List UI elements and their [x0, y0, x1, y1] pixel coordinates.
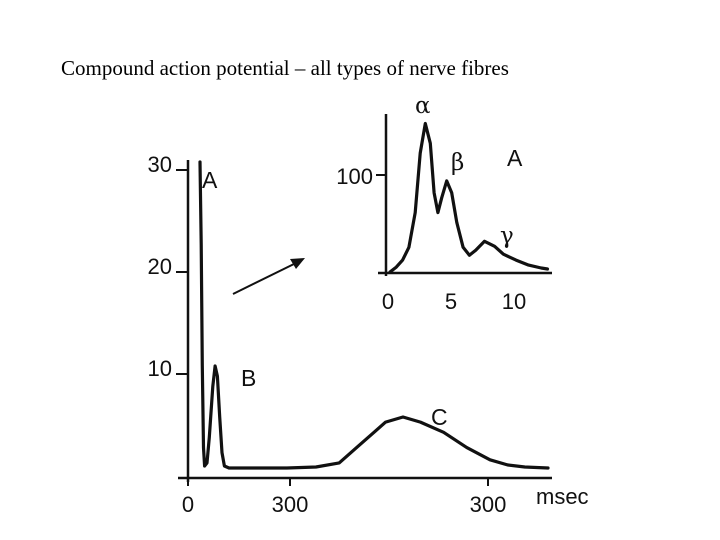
zoom-arrow-shaft: [232, 262, 297, 295]
inset-x-tick-label: 0: [382, 289, 394, 314]
peak-label-A: A: [202, 167, 218, 193]
inset-x-tick-label: 10: [502, 289, 526, 314]
main-chart: 10 20 30 0 300 300 msec A B C: [148, 152, 589, 517]
inset-x-tick-label: 5: [445, 289, 457, 314]
inset-corner-label: A: [507, 145, 523, 171]
main-x-tick-label: 0: [182, 492, 194, 517]
inset-y-tick-label: 100: [336, 164, 373, 189]
peak-label-gamma: γ: [500, 223, 514, 249]
zoom-arrow: [232, 258, 305, 295]
slide-title: Compound action potential – all types of…: [61, 56, 509, 80]
peak-label-B: B: [241, 365, 256, 391]
main-x-tick-label: 300: [272, 492, 309, 517]
main-x-tick-label: 300: [470, 492, 507, 517]
peak-label-C: C: [431, 404, 448, 430]
zoom-arrow-head: [290, 258, 305, 269]
main-series-line: [198, 160, 550, 470]
main-y-tick-label: 20: [148, 254, 172, 279]
peak-label-alpha: α: [415, 93, 431, 119]
main-x-axis-unit: msec: [536, 484, 589, 509]
inset-series-line: [388, 121, 550, 274]
inset-chart: 100 0 5 10 α β γ A: [336, 93, 552, 314]
peak-label-beta: β: [451, 150, 464, 176]
main-y-tick-label: 30: [148, 152, 172, 177]
main-y-tick-label: 10: [148, 356, 172, 381]
